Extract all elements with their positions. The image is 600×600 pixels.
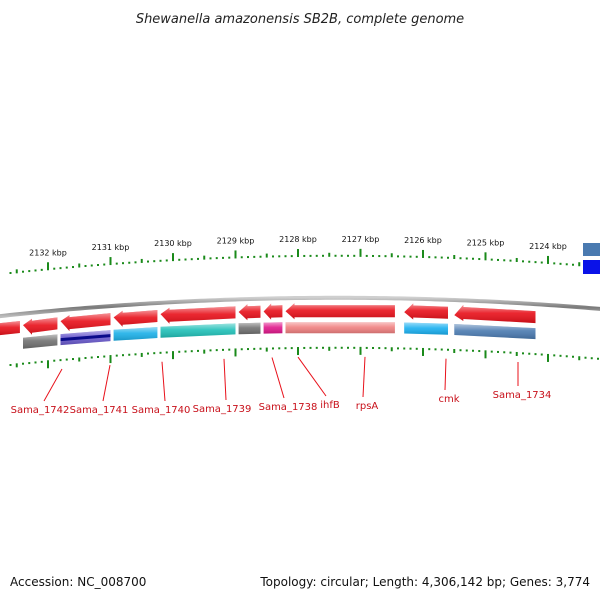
map-title: Shewanella amazonensis SB2B, complete ge…	[136, 12, 464, 27]
gene-arrow-shine	[263, 303, 283, 320]
gene-label[interactable]: Sama_1741	[70, 405, 129, 416]
gene-label-leader	[102, 365, 111, 402]
gene-label[interactable]: Sama_1740	[132, 405, 191, 416]
ruler-tick-label: 2126 kbp	[404, 236, 442, 245]
genome-backbone	[0, 295, 600, 319]
gene-label-leader	[444, 358, 447, 391]
gene-label-leader	[297, 356, 327, 397]
ruler-tick-label: 2128 kbp	[279, 235, 317, 244]
ruler-tick-label: 2131 kbp	[92, 243, 130, 252]
gene-function-shine	[113, 327, 158, 341]
gene-function-shine	[285, 322, 395, 334]
ruler-tick-label: 2132 kbp	[29, 248, 67, 257]
gene-label[interactable]: Sama_1742	[11, 405, 70, 416]
gene-function-shine	[238, 322, 261, 335]
gene-arrow-shine	[285, 303, 395, 320]
gene-arrow-shine	[404, 303, 448, 320]
gene-arrow-shine	[160, 306, 236, 324]
gene-function-stripe	[60, 334, 111, 342]
gene-label[interactable]: Sama_1739	[193, 404, 252, 415]
gene-label-leader	[223, 358, 227, 401]
gene-function-shine	[454, 324, 536, 340]
gene-arrow-shine	[454, 305, 536, 324]
gene-arrow-shine	[238, 304, 261, 321]
gene-label[interactable]: rpsA	[356, 401, 379, 412]
gene-arrow-shine	[23, 317, 58, 335]
gene-label[interactable]: cmk	[438, 394, 459, 405]
gene-label[interactable]: Sama_1734	[493, 390, 552, 401]
gene-arrow-shine	[113, 310, 158, 327]
ruler-tick-label: 2129 kbp	[217, 236, 255, 245]
inner-ruler	[9, 346, 599, 369]
gene-arrow-shine	[60, 313, 111, 332]
outer-ruler: 2132 kbp 2131 kbp 2130 kbp 2129 kbp 2128 kbp…	[9, 235, 599, 274]
gene-segment-edge-navy[interactable]	[583, 260, 600, 274]
ruler-tick-label: 2125 kbp	[467, 238, 505, 247]
gene-function-shine	[263, 322, 283, 334]
ruler-tick-label: 2124 kbp	[529, 242, 567, 251]
gene-arrow-shine	[0, 321, 20, 336]
gene-segment-edge-blue[interactable]	[583, 243, 600, 256]
gene-track	[0, 303, 536, 336]
ruler-tick-label: 2130 kbp	[154, 239, 192, 248]
offscreen-genes	[583, 243, 600, 274]
gene-label-leader	[362, 356, 366, 398]
gene-label-leader	[271, 357, 285, 399]
gene-function-shine	[23, 334, 58, 349]
accession-text: Accession: NC_008700	[10, 575, 147, 589]
gene-label-leader	[43, 368, 63, 402]
topology-text: Topology: circular; Length: 4,306,142 bp…	[260, 575, 590, 589]
gene-label[interactable]: Sama_1738	[259, 402, 318, 413]
gene-labels: Sama_1742 Sama_1741 Sama_1740 Sama_1739 Sama…	[11, 356, 552, 416]
gene-label[interactable]: ihfB	[320, 400, 340, 411]
gene-function-shine	[160, 323, 236, 338]
gene-label-leader	[161, 361, 166, 402]
ruler-tick-label: 2127 kbp	[342, 235, 380, 244]
gene-function-shine	[404, 322, 448, 335]
function-track	[23, 322, 536, 349]
